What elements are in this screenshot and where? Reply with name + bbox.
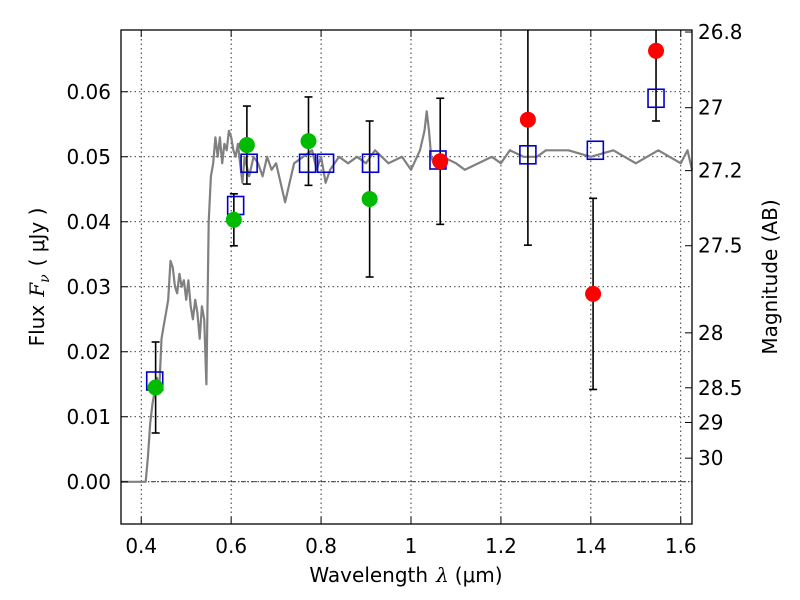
y-tick-label: 0.06 — [66, 80, 111, 104]
y-axis-title-subscript: ν — [37, 274, 53, 283]
observed-green-point — [147, 379, 164, 396]
observed-green-point — [225, 211, 242, 228]
model-point — [519, 145, 537, 165]
observed-red-point — [519, 111, 536, 128]
y-axis-title-text: Flux — [25, 305, 49, 347]
observed-green-point — [361, 191, 378, 207]
y-tick-label: 0.01 — [66, 405, 111, 429]
plot-frame — [120, 29, 693, 525]
mag-tick-label: 27.2 — [698, 159, 743, 183]
ticks: 0.4 0.6 0.8 1 1.2 1.4 1.6 0.00 0.01 0.02 0.03 0.04 0… — [66, 20, 742, 558]
mag-tick-label: 28 — [698, 321, 723, 345]
x-axis-title: Wavelength λ (μm) — [309, 563, 502, 587]
y-axis-title: Flux Fν ( μJy ) — [25, 208, 53, 347]
grid — [121, 30, 692, 524]
y-tick-label: 0.03 — [66, 275, 111, 299]
x-tick-label: 1.4 — [575, 534, 607, 558]
observed-green-point — [300, 133, 317, 150]
x-axis-title-text: Wavelength — [309, 563, 428, 587]
y-tick-label: 0.00 — [66, 470, 111, 494]
mag-tick-label: 27.5 — [698, 234, 743, 258]
model-point — [647, 88, 665, 109]
y-tick-label: 0.02 — [66, 340, 111, 364]
x-tick-label: 0.8 — [305, 534, 337, 558]
y2-axis-title: Magnitude (AB) — [758, 199, 782, 354]
model-point — [586, 140, 605, 161]
model-sed-line — [121, 110, 694, 483]
y-tick-label: 0.04 — [66, 210, 111, 234]
x-axis-title-unit: (μm) — [455, 563, 503, 587]
series — [121, 30, 694, 483]
model-point — [298, 153, 317, 174]
observed-green-point — [238, 137, 255, 154]
x-tick-label: 1.6 — [665, 534, 697, 558]
y-axis-title-unit: ( μJy ) — [25, 208, 49, 267]
mag-tick-label: 27 — [698, 96, 723, 120]
model-point — [361, 153, 380, 174]
x-tick-label: 0.4 — [125, 534, 157, 558]
model-point — [316, 153, 335, 174]
x-tick-label: 1 — [405, 534, 418, 558]
x-tick-label: 0.6 — [215, 534, 247, 558]
mag-tick-label: 28.5 — [698, 376, 743, 400]
x-tick-label: 1.2 — [485, 534, 517, 558]
model-point — [240, 153, 258, 174]
x-axis-title-symbol: λ — [435, 563, 449, 587]
observed-red-point — [585, 285, 602, 302]
y-tick-label: 0.05 — [66, 145, 111, 169]
mag-tick-label: 26.8 — [698, 20, 743, 44]
observed-red-point — [432, 153, 449, 170]
mag-tick-label: 30 — [698, 446, 723, 470]
mag-tick-label: 29 — [698, 410, 723, 434]
y-axis-title-symbol: F — [25, 282, 49, 298]
observed-red-point — [648, 42, 665, 59]
